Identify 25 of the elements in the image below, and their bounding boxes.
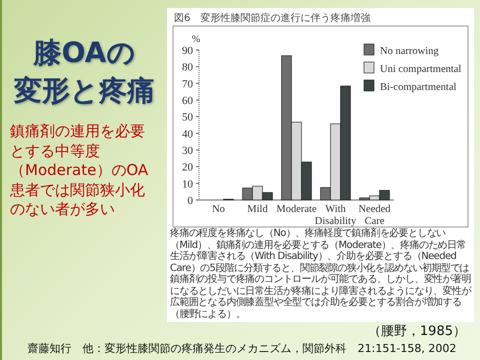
y-tick-label: 0 [188, 195, 194, 207]
text: 鎮痛剤の連用を必要とする中等度（Moderate）のOA患者では関節狭小化のない者が多い [10, 122, 150, 220]
y-tick-label: 20 [182, 162, 194, 174]
y-tick-label: 60 [182, 95, 194, 107]
text: （腰野，1985） [368, 323, 466, 340]
legend-label: Uni compartmental [380, 64, 462, 75]
x-tick-label: Mild [247, 204, 268, 215]
y-axis-title: % [192, 34, 200, 45]
text: 膝OAの [32, 35, 136, 71]
x-tick-label: No [212, 204, 225, 215]
legend-label: No narrowing [380, 46, 440, 57]
y-tick-label: 80 [182, 62, 194, 74]
x-tick-label: Needed Care [358, 204, 392, 227]
y-tick-label: 50 [182, 112, 194, 124]
chart-title: 図6 変形性膝関節症の進行に伴う疼痛増強 [174, 12, 370, 25]
text: 疼痛の程度を疼痛なし（No）、疼痛軽度で鎮痛剤を必要としない（Mild）、鎮痛剤の連用を必要とする（Moderate）、疼痛のため日常生活が障害される（With Disability）、介助を必要とする（Needed Care）の5段階に分類すると、関節裂隙の狭小化を認めない初期型では鎮痛剤の投与で疼痛のコントロールが可能である。しかし、変性が著明になるとしだいに日常生活が疼痛により障害されるようになり、変性が広範囲となる内側膝蓋型や全型では介助を必要とする割合が増加する（腰野による）。 [170, 228, 472, 320]
legend-label: Bi-compartmental [380, 82, 456, 93]
y-tick-label: 90 [182, 45, 194, 57]
x-tick-label: Moderate [276, 204, 317, 215]
y-tick-label: 10 [182, 178, 194, 190]
y-tick-label: 30 [182, 145, 194, 157]
y-tick-label: 40 [182, 128, 194, 140]
text: 変形と疼痛 [13, 73, 156, 109]
text: 齋藤知行 他：変形性膝関節の疼痛発生のメカニズム，関節外科 21:151-158, 2002 [26, 341, 458, 356]
y-tick-label: 70 [182, 78, 194, 90]
